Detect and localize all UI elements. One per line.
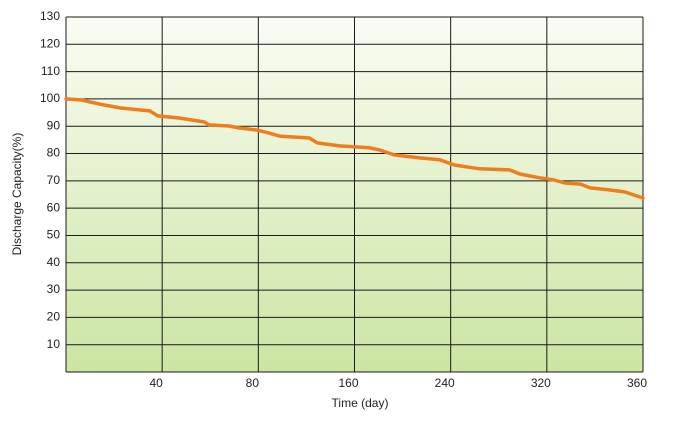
y-tick-label: 110 [41,64,60,78]
y-tick-label: 30 [47,282,61,296]
y-tick-label: 10 [47,337,61,351]
x-tick-label: 80 [246,376,260,390]
data-line [64,97,645,200]
x-axis-label: Time (day) [332,396,389,410]
y-tick-label: 100 [40,91,60,105]
y-tick-label: 80 [47,146,61,160]
y-tick-label: 120 [40,36,60,50]
x-tick-label: 320 [531,376,551,390]
y-tick-label: 60 [47,200,61,214]
x-tick-label: 40 [149,376,163,390]
y-tick-label: 130 [40,9,60,23]
y-tick-label: 90 [47,118,61,132]
x-tick-label: 360 [627,376,647,390]
y-tick-label: 40 [47,255,61,269]
y-tick-label: 20 [47,310,61,324]
y-tick-label: 50 [47,228,61,242]
y-tick-label: 70 [47,173,61,187]
x-tick-label: 160 [338,376,358,390]
y-axis-label: Discharge Capacity(%) [10,133,24,256]
x-tick-label: 240 [435,376,455,390]
